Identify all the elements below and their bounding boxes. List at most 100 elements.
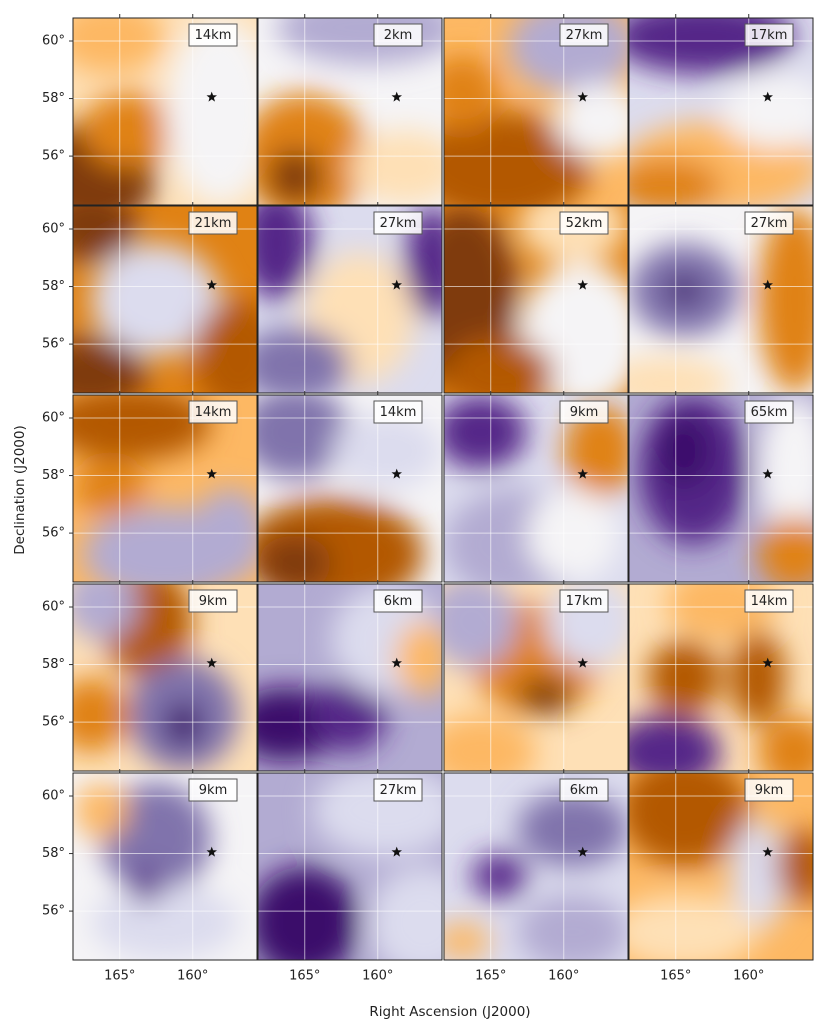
panel-frame (443, 772, 629, 961)
panel-frame (257, 394, 443, 583)
panel-frame (72, 205, 258, 394)
colour-blob (100, 782, 211, 895)
panel-label: 27km (380, 783, 417, 798)
star-marker (391, 846, 402, 857)
map-panel (629, 206, 813, 393)
y-tick-label: 56° (42, 715, 65, 730)
star-marker (577, 657, 588, 668)
colour-blob (73, 677, 129, 753)
map-panel (629, 773, 813, 960)
colour-field (73, 395, 257, 582)
panel-frame (628, 583, 814, 772)
colour-blob (73, 395, 211, 461)
colour-blob (91, 243, 221, 356)
colour-blob (82, 92, 175, 168)
panel-frame (628, 205, 814, 394)
star-marker (391, 468, 402, 479)
map-panel (444, 584, 628, 771)
x-axis-label: Right Ascension (J2000) (369, 1004, 530, 1020)
colour-field (444, 395, 628, 582)
map-panel (444, 18, 628, 205)
colour-blob (331, 413, 442, 489)
label-box (373, 400, 423, 424)
panel-frame (443, 17, 629, 206)
panel-frame (257, 17, 443, 206)
map-panel (629, 395, 813, 582)
star-marker (762, 279, 773, 290)
colour-blob (471, 853, 527, 899)
colour-blob (757, 516, 813, 582)
panel-label: 6km (384, 594, 412, 609)
map-panel (73, 773, 257, 960)
colour-blob (91, 885, 239, 960)
colour-field (444, 206, 628, 393)
panel-frame (443, 394, 629, 583)
colour-blob (165, 18, 257, 205)
star-marker (762, 846, 773, 857)
panel-frame (257, 583, 443, 772)
map-panel (73, 395, 257, 582)
y-tick-label: 60° (42, 600, 65, 615)
colour-blob (563, 404, 628, 498)
y-tick-label: 58° (42, 279, 65, 294)
label-box (744, 211, 794, 235)
panel-label: 14km (751, 594, 788, 609)
map-panel (444, 773, 628, 960)
map-panel (444, 395, 628, 582)
x-tick-label: 160° (362, 969, 393, 984)
y-tick-label: 56° (42, 337, 65, 352)
panel-frame (72, 583, 258, 772)
star-marker (577, 468, 588, 479)
x-tick-label: 160° (177, 969, 208, 984)
colour-blob (267, 148, 323, 205)
colour-blob (313, 773, 442, 858)
label-box (744, 400, 794, 424)
colour-field (73, 206, 257, 393)
star-marker (206, 846, 217, 857)
colour-blob (444, 584, 518, 669)
map-panel (444, 206, 628, 393)
y-tick-label: 60° (42, 34, 65, 49)
panel-label: 9km (755, 783, 783, 798)
colour-blob (526, 488, 619, 582)
map-panel (629, 18, 813, 205)
colour-blob (517, 894, 628, 960)
colour-blob (721, 74, 813, 149)
colour-blob (629, 894, 758, 960)
panel-label: 52km (566, 216, 603, 231)
panel-label: 27km (380, 216, 417, 231)
panel-label: 21km (195, 216, 232, 231)
label-box (559, 589, 609, 613)
label-box (373, 778, 423, 802)
x-tick-label: 165° (289, 969, 320, 984)
colour-blob (368, 866, 442, 960)
panel-label: 17km (751, 28, 788, 43)
colour-blob (730, 630, 786, 725)
panel-frame (628, 394, 814, 583)
star-marker (577, 846, 588, 857)
panel-label: 9km (570, 405, 598, 420)
map-panel (73, 18, 257, 205)
map-panel (258, 18, 442, 205)
x-tick-label: 165° (475, 969, 506, 984)
label-box (188, 778, 238, 802)
colour-blob (444, 714, 536, 771)
x-tick-label: 160° (733, 969, 764, 984)
map-panel (258, 584, 442, 771)
colour-blob (444, 395, 527, 470)
label-box (744, 23, 794, 47)
label-box (188, 23, 238, 47)
star-marker (206, 657, 217, 668)
colour-blob (192, 488, 257, 582)
colour-blob (313, 677, 387, 753)
panel-label: 14km (195, 28, 232, 43)
panel-frame (628, 772, 814, 961)
star-marker (206, 91, 217, 102)
label-box (744, 589, 794, 613)
y-tick-label: 60° (42, 222, 65, 237)
colour-field (73, 18, 257, 205)
panel-label: 6km (570, 783, 598, 798)
star-marker (206, 468, 217, 479)
star-marker (762, 468, 773, 479)
